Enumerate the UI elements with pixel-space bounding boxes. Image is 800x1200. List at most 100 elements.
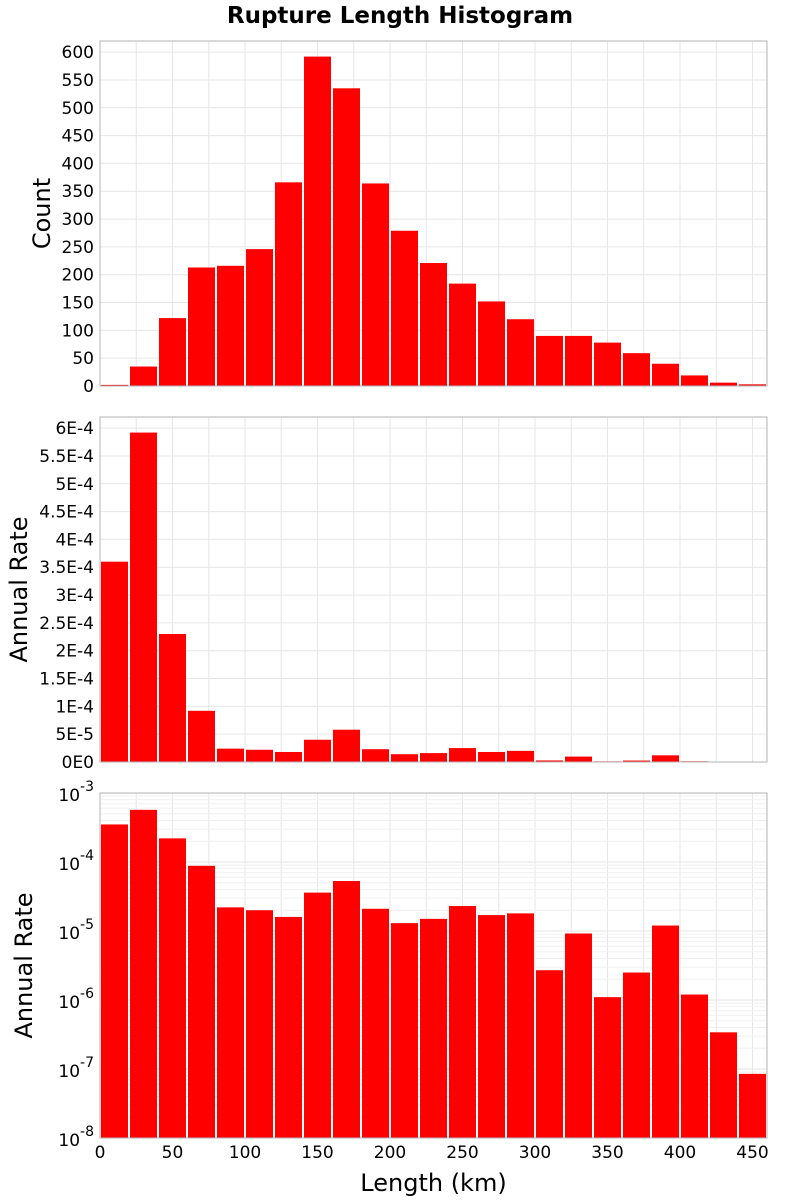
bar xyxy=(478,915,505,1138)
y-tick-label: 50 xyxy=(72,349,94,369)
bar xyxy=(304,739,331,762)
bar xyxy=(246,910,273,1138)
y-tick-label: 10-3 xyxy=(58,779,94,806)
y-tick-label: 5E-5 xyxy=(55,725,94,745)
bar xyxy=(565,933,592,1138)
bar xyxy=(623,972,650,1138)
bar xyxy=(507,913,534,1138)
panel-rate-log-ylabel: Annual Rate xyxy=(10,892,38,1038)
y-tick-label: 300 xyxy=(62,210,94,230)
bar xyxy=(681,994,708,1138)
y-tick-label: 1.5E-4 xyxy=(39,670,94,690)
bar xyxy=(623,760,650,762)
y-tick-label: 250 xyxy=(62,238,94,258)
y-tick-label: 2E-4 xyxy=(55,642,94,662)
panel-count: 0 50 100 150 200 250 300 350 400 450 500 550 600 Cou… xyxy=(28,40,768,397)
bar xyxy=(188,267,215,386)
bar xyxy=(188,710,215,762)
chart-title: Rupture Length Histogram xyxy=(227,3,573,29)
y-tick-label: 600 xyxy=(62,43,94,63)
y-tick-label: 0 xyxy=(83,377,94,397)
bar xyxy=(159,838,186,1138)
y-tick-label: 10-6 xyxy=(58,986,94,1013)
y-tick-label: 400 xyxy=(62,154,94,174)
bar xyxy=(101,824,128,1138)
bar xyxy=(101,561,128,762)
y-tick-label: 2.5E-4 xyxy=(39,614,94,634)
y-tick-label: 6E-4 xyxy=(55,419,94,439)
x-tick-label: 350 xyxy=(591,1143,623,1163)
bar xyxy=(304,892,331,1138)
bar xyxy=(391,754,418,762)
y-tick-label: 5.5E-4 xyxy=(39,447,94,467)
bar xyxy=(362,183,389,386)
y-tick-label: 3E-4 xyxy=(55,586,94,606)
x-tick-label: 50 xyxy=(162,1143,184,1163)
y-tick-label: 10-5 xyxy=(58,917,94,944)
bar xyxy=(478,751,505,762)
bar xyxy=(246,749,273,762)
bar xyxy=(478,301,505,386)
bar xyxy=(594,997,621,1138)
bar xyxy=(565,756,592,762)
bar xyxy=(449,906,476,1138)
x-tick-label: 200 xyxy=(374,1143,406,1163)
bar xyxy=(420,918,447,1138)
bar xyxy=(739,1073,766,1138)
x-axis-label: Length (km) xyxy=(360,1169,506,1197)
bar xyxy=(391,923,418,1138)
bar xyxy=(304,56,331,386)
bar xyxy=(159,634,186,762)
bar xyxy=(536,760,563,762)
bar xyxy=(275,916,302,1138)
bar xyxy=(449,283,476,386)
bar xyxy=(623,353,650,386)
y-tick-label: 350 xyxy=(62,182,94,202)
bar xyxy=(362,749,389,762)
x-tick-label: 100 xyxy=(229,1143,261,1163)
panel-count-ylabel: Count xyxy=(28,178,56,249)
y-tick-label: 150 xyxy=(62,294,94,314)
x-tick-label: 300 xyxy=(519,1143,551,1163)
bar xyxy=(652,363,679,386)
bar xyxy=(217,265,244,386)
bar xyxy=(130,366,157,386)
y-tick-label: 5E-4 xyxy=(55,475,94,495)
x-tick-label: 250 xyxy=(446,1143,478,1163)
bar xyxy=(420,263,447,386)
bar xyxy=(333,729,360,762)
y-tick-label: 500 xyxy=(62,99,94,119)
bar xyxy=(710,382,737,386)
bar xyxy=(130,809,157,1138)
bar xyxy=(710,1032,737,1138)
y-tick-label: 550 xyxy=(62,71,94,91)
x-tick-label: 450 xyxy=(736,1143,768,1163)
panel-rate-linear-ylabel: Annual Rate xyxy=(5,516,33,662)
bar xyxy=(420,753,447,762)
bar xyxy=(565,335,592,386)
bar xyxy=(449,748,476,762)
bar xyxy=(333,88,360,386)
y-tick-label: 200 xyxy=(62,266,94,286)
bar xyxy=(391,230,418,386)
x-tick-label: 150 xyxy=(301,1143,333,1163)
y-tick-label: 100 xyxy=(62,321,94,341)
bar xyxy=(275,751,302,762)
bar xyxy=(507,750,534,762)
bar xyxy=(362,908,389,1138)
bar xyxy=(594,342,621,386)
x-tick-label: 400 xyxy=(664,1143,696,1163)
y-tick-label: 4.5E-4 xyxy=(39,503,94,523)
bar xyxy=(246,249,273,386)
y-tick-label: 3.5E-4 xyxy=(39,558,94,578)
bar xyxy=(681,375,708,386)
bar xyxy=(159,318,186,386)
bar xyxy=(536,335,563,386)
x-tick-label: 0 xyxy=(95,1143,106,1163)
panel-rate-linear-frame xyxy=(99,416,768,763)
panel-count-frame xyxy=(99,40,768,387)
y-tick-label: 4E-4 xyxy=(55,530,94,550)
bar xyxy=(739,384,766,386)
bar xyxy=(652,925,679,1138)
